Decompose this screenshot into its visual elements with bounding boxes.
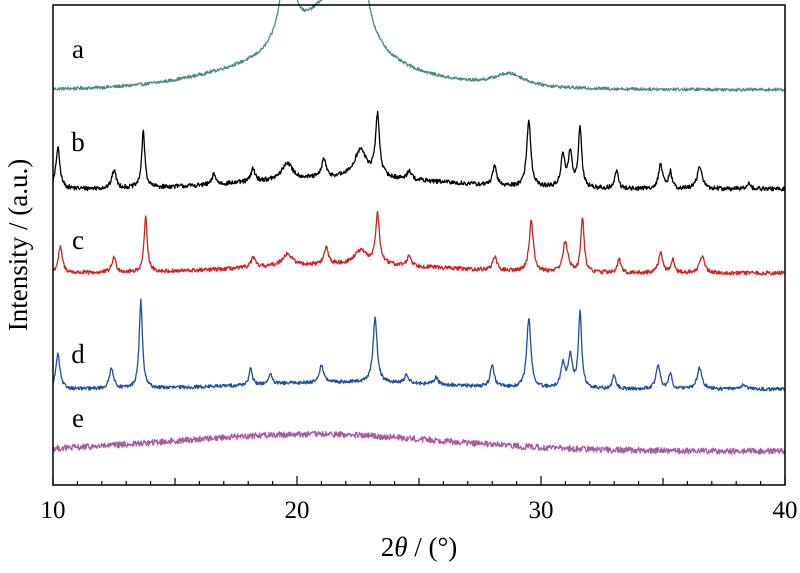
x-tick-label: 40	[773, 497, 798, 524]
series-line-c	[52, 211, 786, 276]
series-line-d	[52, 298, 786, 392]
x-tick-label: 10	[41, 497, 66, 524]
series-label-c: c	[72, 225, 84, 255]
x-tick-label: 30	[529, 497, 554, 524]
plot-frame	[52, 4, 786, 486]
series-line-a	[52, 0, 786, 92]
series-line-e	[52, 430, 786, 455]
series-line-b	[52, 110, 786, 192]
tick-layer: 10 20 30 40	[41, 476, 798, 524]
series-label-d: d	[71, 339, 85, 369]
series-layer: a b c d e	[52, 0, 786, 455]
series-label-a: a	[72, 34, 84, 64]
series-label-b: b	[71, 127, 85, 157]
series-label-e: e	[72, 403, 84, 433]
x-axis-title: 2θ / (°)	[381, 532, 458, 562]
x-tick-label: 20	[285, 497, 310, 524]
y-axis-title: Intensity / (a.u.)	[3, 159, 33, 331]
